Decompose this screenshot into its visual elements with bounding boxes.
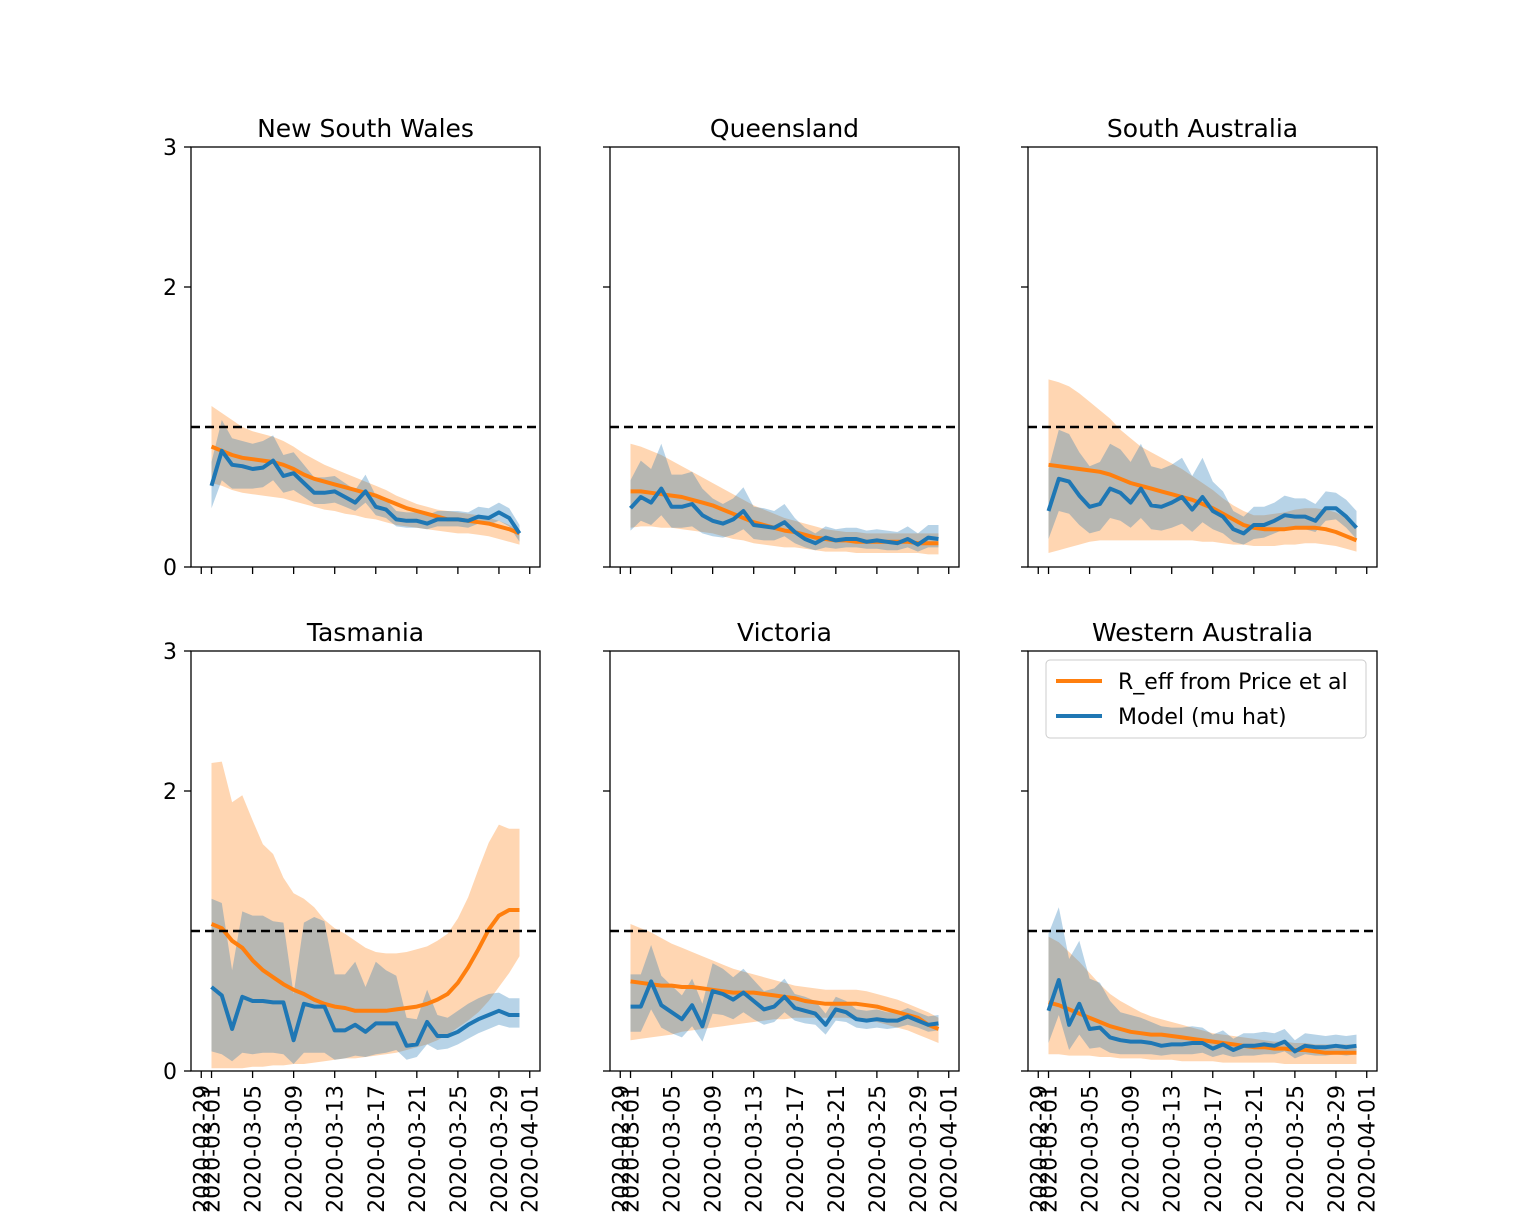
x-tick-label: 2020-03-09 <box>283 1085 308 1213</box>
axes-frame <box>609 146 960 568</box>
panel-2: South Australia <box>1021 114 1378 574</box>
x-tick-label: 2020-03-01 <box>620 1085 645 1213</box>
x-tick-label: 2020-03-21 <box>1243 1085 1268 1213</box>
legend-label-reff: R_eff from Price et al <box>1118 670 1348 695</box>
x-tick-label: 2020-04-01 <box>519 1085 544 1213</box>
reff-band <box>211 406 520 545</box>
panel-1: Queensland <box>603 114 960 574</box>
y-tick-label: 2 <box>163 276 177 301</box>
y-tick-label: 0 <box>163 1060 177 1085</box>
x-tick-label: 2020-03-17 <box>365 1085 390 1213</box>
model-line <box>209 448 522 535</box>
model-line <box>1046 476 1358 536</box>
x-tick-label: 2020-02-29 <box>1027 1085 1052 1213</box>
panels-layer: New South Wales 0 2 3 Queensland South Austra… <box>163 114 1381 1213</box>
legend-label-model: Model (mu hat) <box>1118 705 1287 730</box>
x-tick-label: 2020-03-13 <box>324 1085 349 1213</box>
model-line <box>1046 978 1357 1054</box>
x-tick-label: 2020-03-09 <box>1120 1085 1145 1213</box>
x-tick-label: 2020-02-29 <box>609 1085 634 1213</box>
x-tick-label: 2020-04-01 <box>1356 1085 1381 1213</box>
model-line <box>210 985 520 1048</box>
x-tick-label: 2020-03-05 <box>661 1085 686 1213</box>
panel-title: New South Wales <box>257 114 474 143</box>
reff-band <box>211 761 520 1069</box>
panel-title: Tasmania <box>306 618 424 647</box>
x-tick-label: 2020-03-25 <box>447 1085 472 1213</box>
panel-title: Victoria <box>737 618 832 647</box>
x-tick-label: 2020-03-01 <box>201 1085 226 1213</box>
x-tick-label: 2020-03-25 <box>866 1085 891 1213</box>
y-tick-label: 3 <box>163 640 177 665</box>
reff-line <box>1048 462 1358 543</box>
y-tick-label: 0 <box>163 556 177 581</box>
axes-frame <box>1027 146 1378 568</box>
panel-title: South Australia <box>1107 114 1298 143</box>
model-band <box>211 420 520 542</box>
x-tick-label: 2020-02-29 <box>190 1085 215 1213</box>
x-tick-label: 2020-03-13 <box>743 1085 768 1213</box>
x-tick-label: 2020-04-01 <box>938 1085 963 1213</box>
axes-frame <box>609 650 960 1072</box>
x-tick-label: 2020-03-13 <box>1161 1085 1186 1213</box>
model-band <box>1048 907 1357 1059</box>
axes-frame <box>190 146 541 568</box>
legend-frame <box>1045 659 1367 739</box>
panel-title: Western Australia <box>1092 618 1313 647</box>
model-line <box>629 486 939 547</box>
model-band <box>630 443 939 552</box>
x-tick-label: 2020-03-29 <box>488 1085 513 1213</box>
reff-band <box>1048 379 1357 553</box>
y-tick-label: 2 <box>163 780 177 805</box>
x-tick-label: 2020-03-21 <box>406 1085 431 1213</box>
reff-band <box>630 443 939 555</box>
panel-title: Queensland <box>710 114 859 143</box>
reff-line <box>210 908 520 1013</box>
x-tick-label: 2020-03-01 <box>1038 1085 1063 1213</box>
x-tick-label: 2020-03-17 <box>1202 1085 1227 1213</box>
legend: R_eff from Price et al Model (mu hat) <box>1045 659 1367 739</box>
axes-frame <box>1027 650 1378 1072</box>
axes-frame <box>190 650 541 1072</box>
x-tick-label: 2020-03-25 <box>1284 1085 1309 1213</box>
x-tick-label: 2020-03-05 <box>242 1085 267 1213</box>
x-tick-label: 2020-03-05 <box>1079 1085 1104 1213</box>
model-line <box>630 979 939 1029</box>
model-band <box>630 945 939 1042</box>
x-tick-label: 2020-03-29 <box>1325 1085 1350 1213</box>
x-tick-label: 2020-03-17 <box>784 1085 809 1213</box>
reff-line <box>1047 1000 1357 1055</box>
x-tick-label: 2020-03-29 <box>907 1085 932 1213</box>
x-tick-label: 2020-03-21 <box>825 1085 850 1213</box>
panel-0: New South Wales 0 2 3 <box>163 114 541 581</box>
y-tick-label: 3 <box>163 136 177 161</box>
x-tick-label: 2020-03-09 <box>702 1085 727 1213</box>
